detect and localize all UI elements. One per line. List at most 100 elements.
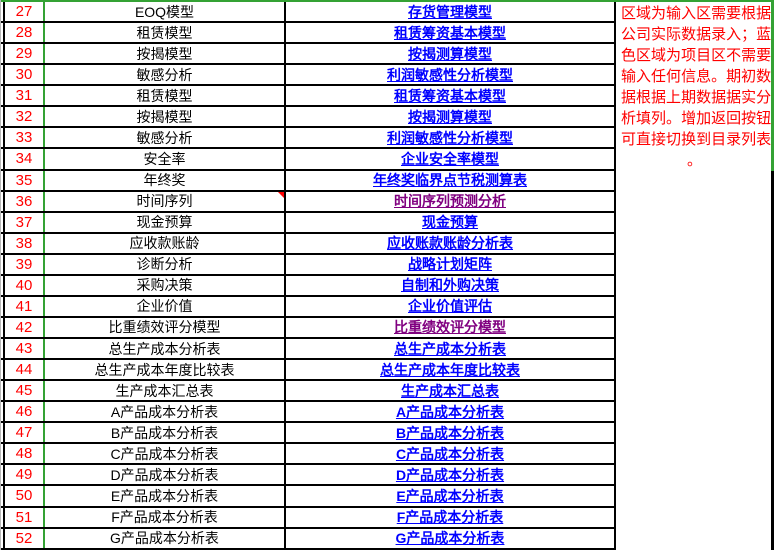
sheet-link[interactable]: 时间序列预测分析	[394, 193, 506, 210]
model-name-cell[interactable]: A产品成本分析表	[45, 402, 286, 422]
link-cell: D产品成本分析表	[286, 465, 616, 485]
row-number-cell[interactable]: 27	[5, 2, 45, 22]
model-name-cell[interactable]: 年终奖	[45, 170, 286, 190]
model-name-cell[interactable]: 现金预算	[45, 212, 286, 232]
sheet-link[interactable]: 现金预算	[422, 214, 478, 231]
row-number-cell[interactable]: 45	[5, 381, 45, 401]
row-number-cell[interactable]: 32	[5, 107, 45, 127]
annotation-line: 。	[686, 152, 702, 170]
row-number-cell[interactable]: 46	[5, 402, 45, 422]
annotation-line: 色区域为项目区不需要	[621, 47, 772, 65]
row-number-cell[interactable]: 37	[5, 212, 45, 232]
row-number-cell[interactable]: 36	[5, 191, 45, 211]
table-row: 44 总生产成本年度比较表 总生产成本年度比较表	[0, 360, 616, 382]
model-name-cell[interactable]: E产品成本分析表	[45, 486, 286, 506]
row-number-cell[interactable]: 40	[5, 275, 45, 295]
sheet-link[interactable]: 总生产成本分析表	[394, 340, 506, 357]
model-name-cell[interactable]: C产品成本分析表	[45, 444, 286, 464]
model-name-cell[interactable]: 租赁模型	[45, 23, 286, 43]
table-row: 27 EOQ模型 存货管理模型	[0, 2, 616, 24]
link-cell: 按揭测算模型	[286, 107, 616, 127]
row-number-cell[interactable]: 39	[5, 254, 45, 274]
model-name-cell[interactable]: 诊断分析	[45, 254, 286, 274]
row-number-cell[interactable]: 47	[5, 423, 45, 443]
row-number-cell[interactable]: 49	[5, 465, 45, 485]
model-name-cell[interactable]: 时间序列	[45, 191, 286, 211]
sheet-link[interactable]: 战略计划矩阵	[408, 256, 492, 273]
sheet-link[interactable]: 租赁筹资基本模型	[394, 87, 506, 104]
sheet-link[interactable]: 利润敏感性分析模型	[387, 129, 513, 146]
cell-stub	[0, 275, 5, 295]
link-cell: 战略计划矩阵	[286, 254, 616, 274]
row-number-cell[interactable]: 28	[5, 23, 45, 43]
model-name-cell[interactable]: 应收款账龄	[45, 233, 286, 253]
sheet-link[interactable]: A产品成本分析表	[395, 403, 505, 420]
link-cell: G产品成本分析表	[286, 528, 616, 548]
cell-stub	[0, 44, 5, 64]
link-cell: E产品成本分析表	[286, 486, 616, 506]
sheet-link[interactable]: 自制和外购决策	[401, 277, 499, 294]
model-name-cell[interactable]: 敏感分析	[45, 65, 286, 85]
model-name-cell[interactable]: 总生产成本年度比较表	[45, 360, 286, 380]
model-name-cell[interactable]: 比重绩效评分模型	[45, 317, 286, 337]
sheet-link[interactable]: 按揭测算模型	[408, 108, 492, 125]
table-row: 49 D产品成本分析表 D产品成本分析表	[0, 465, 616, 487]
sheet-link[interactable]: 企业价值评估	[408, 298, 492, 315]
row-number-cell[interactable]: 52	[5, 528, 45, 548]
model-name-cell[interactable]: EOQ模型	[45, 2, 286, 22]
sheet-link[interactable]: 生产成本汇总表	[401, 382, 499, 399]
row-number-cell[interactable]: 44	[5, 360, 45, 380]
row-number-cell[interactable]: 31	[5, 86, 45, 106]
model-name-cell[interactable]: 安全率	[45, 149, 286, 169]
link-cell: 租赁筹资基本模型	[286, 23, 616, 43]
table-row: 29 按揭模型 按揭测算模型	[0, 44, 616, 66]
sheet-link[interactable]: F产品成本分析表	[396, 509, 504, 526]
model-name-cell[interactable]: 租赁模型	[45, 86, 286, 106]
row-number-cell[interactable]: 33	[5, 128, 45, 148]
sheet-link[interactable]: 存货管理模型	[408, 3, 492, 20]
row-number-cell[interactable]: 29	[5, 44, 45, 64]
model-name-cell[interactable]: D产品成本分析表	[45, 465, 286, 485]
sheet-link[interactable]: 应收账款账龄分析表	[387, 235, 513, 252]
model-name-cell[interactable]: F产品成本分析表	[45, 507, 286, 527]
model-name-cell[interactable]: 敏感分析	[45, 128, 286, 148]
row-number-cell[interactable]: 38	[5, 233, 45, 253]
sheet-link[interactable]: C产品成本分析表	[395, 445, 505, 462]
row-number-cell[interactable]: 43	[5, 339, 45, 359]
sheet-link[interactable]: 租赁筹资基本模型	[394, 24, 506, 41]
row-number-cell[interactable]: 30	[5, 65, 45, 85]
sheet-link[interactable]: 比重绩效评分模型	[394, 319, 506, 336]
row-number-cell[interactable]: 35	[5, 170, 45, 190]
sheet-link[interactable]: B产品成本分析表	[395, 424, 505, 441]
model-name-cell[interactable]: 生产成本汇总表	[45, 381, 286, 401]
sheet-link[interactable]: 企业安全率模型	[401, 150, 499, 167]
link-cell: 应收账款账龄分析表	[286, 233, 616, 253]
row-number-cell[interactable]: 50	[5, 486, 45, 506]
sheet-link[interactable]: E产品成本分析表	[396, 487, 504, 504]
model-name-cell[interactable]: 企业价值	[45, 296, 286, 316]
sheet-link[interactable]: G产品成本分析表	[395, 530, 505, 547]
row-number-cell[interactable]: 41	[5, 296, 45, 316]
row-number-cell[interactable]: 34	[5, 149, 45, 169]
row-number-cell[interactable]: 48	[5, 444, 45, 464]
model-name-cell[interactable]: 采购决策	[45, 275, 286, 295]
sheet-link[interactable]: 总生产成本年度比较表	[380, 361, 520, 378]
table-row: 33 敏感分析 利润敏感性分析模型	[0, 128, 616, 150]
sheet-link[interactable]: D产品成本分析表	[395, 466, 505, 483]
table-row: 34 安全率 企业安全率模型	[0, 149, 616, 171]
row-number-cell[interactable]: 51	[5, 507, 45, 527]
table-row: 41 企业价值 企业价值评估	[0, 296, 616, 318]
table-row: 40 采购决策 自制和外购决策	[0, 275, 616, 297]
sheet-link[interactable]: 利润敏感性分析模型	[387, 66, 513, 83]
sheet-link[interactable]: 年终奖临界点节税测算表	[373, 172, 527, 189]
model-name-cell[interactable]: 总生产成本分析表	[45, 339, 286, 359]
table-row: 51 F产品成本分析表 F产品成本分析表	[0, 507, 616, 529]
sheet-link[interactable]: 按揭测算模型	[408, 45, 492, 62]
model-name-cell[interactable]: G产品成本分析表	[45, 528, 286, 548]
link-cell: 自制和外购决策	[286, 275, 616, 295]
model-name-cell[interactable]: 按揭模型	[45, 44, 286, 64]
model-name-cell[interactable]: B产品成本分析表	[45, 423, 286, 443]
row-number-cell[interactable]: 42	[5, 317, 45, 337]
model-name-cell[interactable]: 按揭模型	[45, 107, 286, 127]
